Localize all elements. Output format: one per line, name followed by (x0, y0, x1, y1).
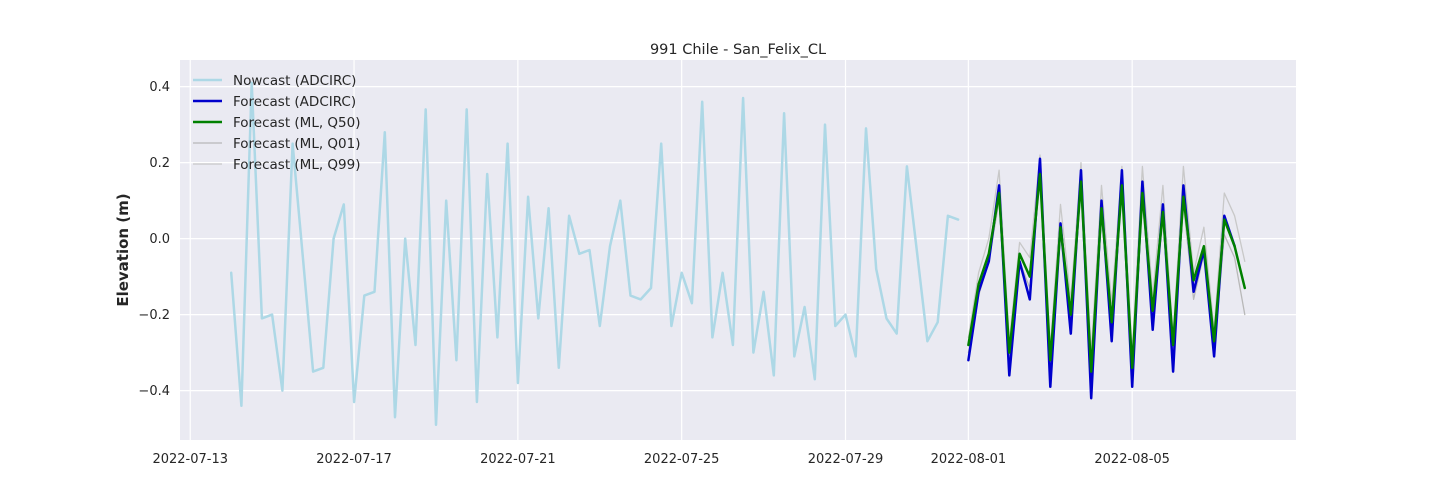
x-tick-label: 2022-08-01 (931, 452, 1007, 467)
series-layer (229, 81, 1247, 427)
x-tick-label: 2022-07-17 (316, 452, 392, 467)
x-tick-label: 2022-07-29 (808, 452, 884, 467)
legend-label-nowcast-adcirc: Nowcast (ADCIRC) (233, 73, 356, 89)
x-tick-label: 2022-07-25 (644, 452, 720, 467)
series-line-nowcast-adcirc (229, 81, 960, 427)
legend-label-forecast-ml-q99: Forecast (ML, Q99) (233, 157, 361, 173)
y-tick-label: 0.0 (149, 232, 170, 247)
axis-ticks: −0.4 −0.2 0.0 0.2 0.4 2022-07-13 2022-07-17 202… (138, 80, 1170, 467)
series-line-forecast-ml-q50 (967, 172, 1247, 373)
y-tick-label: 0.4 (149, 80, 170, 95)
x-tick-label: 2022-08-05 (1094, 452, 1170, 467)
legend-label-forecast-adcirc: Forecast (ADCIRC) (233, 94, 356, 110)
y-tick-label: 0.2 (149, 156, 170, 171)
x-tick-label: 2022-07-21 (480, 452, 556, 467)
x-tick-label: 2022-07-13 (152, 452, 228, 467)
legend: Nowcast (ADCIRC) Forecast (ADCIRC) Forecas… (193, 73, 361, 173)
legend-label-forecast-ml-q01: Forecast (ML, Q01) (233, 136, 361, 152)
y-tick-label: −0.4 (138, 384, 170, 399)
y-tick-label: −0.2 (138, 308, 170, 323)
chart-title: 991 Chile - San_Felix_CL (650, 42, 826, 58)
y-axis-label: Elevation (m) (114, 193, 132, 306)
legend-label-forecast-ml-q50: Forecast (ML, Q50) (233, 115, 361, 131)
